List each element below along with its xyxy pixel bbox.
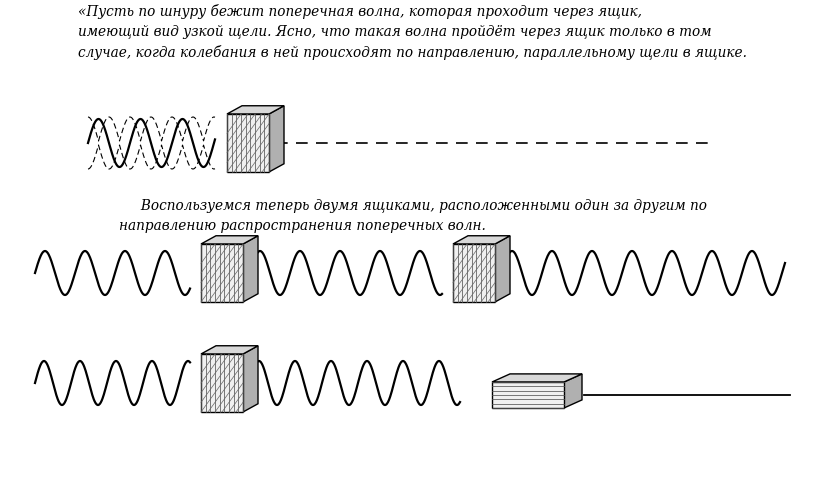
Polygon shape bbox=[227, 114, 269, 172]
Polygon shape bbox=[495, 236, 510, 302]
Polygon shape bbox=[453, 236, 510, 244]
Polygon shape bbox=[453, 244, 495, 302]
Text: Воспользуемся теперь двумя ящиками, расположенными один за другим по
направлению: Воспользуемся теперь двумя ящиками, расп… bbox=[119, 199, 707, 232]
Polygon shape bbox=[492, 374, 582, 382]
Polygon shape bbox=[227, 106, 284, 114]
Polygon shape bbox=[564, 374, 582, 408]
Polygon shape bbox=[201, 236, 258, 244]
Polygon shape bbox=[243, 236, 258, 302]
Text: «Пусть по шнуру бежит поперечная волна, которая проходит через ящик,
имеющий вид: «Пусть по шнуру бежит поперечная волна, … bbox=[78, 4, 748, 60]
Polygon shape bbox=[201, 346, 258, 354]
Polygon shape bbox=[201, 244, 243, 302]
Polygon shape bbox=[492, 382, 564, 408]
Polygon shape bbox=[201, 354, 243, 412]
Polygon shape bbox=[243, 346, 258, 412]
Polygon shape bbox=[269, 106, 284, 172]
